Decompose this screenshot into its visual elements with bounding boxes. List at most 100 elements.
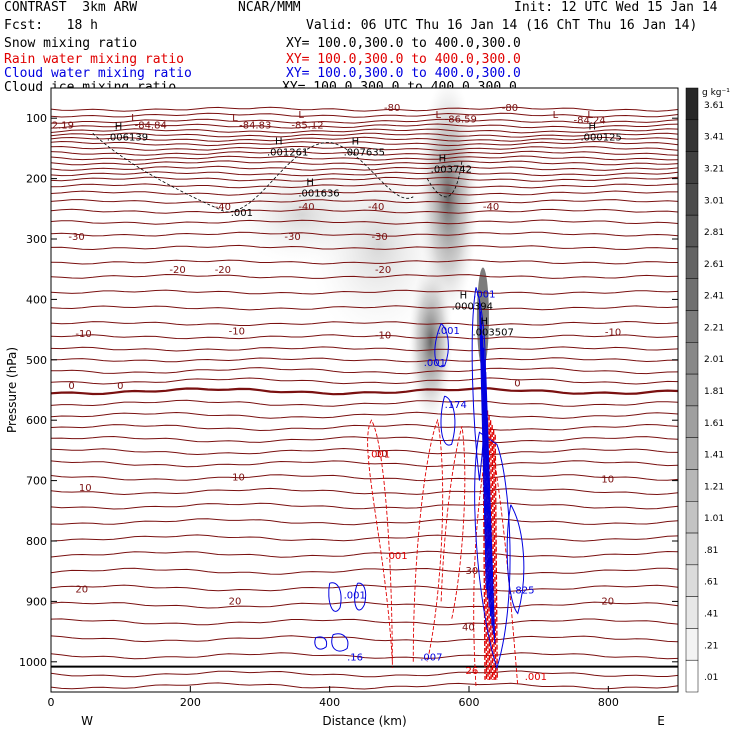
isotherm-label: 20: [229, 596, 242, 607]
isotherm-line: [51, 652, 678, 660]
rain-contour: [367, 419, 393, 668]
colorbar-level-label: 2.41: [704, 292, 724, 302]
y-tick-label: 700: [26, 475, 47, 488]
center-label: NCAR/MMM: [238, 0, 301, 15]
rain-core-line: [482, 396, 486, 680]
isotherm-label: -40: [483, 202, 499, 213]
max-value-label: .000394: [452, 302, 493, 313]
isotherm-line: [51, 171, 678, 177]
isotherm-line: [51, 273, 678, 279]
rain-core-line: [491, 425, 495, 680]
min-marker-l: L: [298, 110, 304, 121]
isotherm-line: [51, 244, 678, 251]
cloud-water-core-line: [480, 323, 490, 608]
colorbar-swatch: [685, 564, 699, 597]
isotherm-label: -30: [68, 232, 84, 243]
valid-time: Valid: 06 UTC Thu 16 Jan 14 (16 ChT Thu …: [306, 18, 698, 33]
rain-contour: [473, 432, 519, 686]
colorbar-level-label: 1.21: [704, 482, 724, 492]
cloud-water-core-line: [478, 299, 487, 590]
colorbar-swatch: [685, 87, 699, 121]
isotherm-label: -10: [229, 326, 245, 337]
cloud-water-label: .825: [512, 586, 534, 597]
isotherm-line: [51, 367, 678, 375]
max-marker-h: H: [275, 137, 283, 148]
y-tick-label: 100: [26, 112, 47, 125]
colorbar-swatch: [685, 596, 699, 629]
isotherm-line: [51, 387, 678, 396]
colorbar-level-label: 1.61: [704, 419, 724, 429]
isotherm-line: [51, 112, 678, 118]
min-marker-l: L: [553, 110, 559, 121]
isotherm-label: 0: [68, 381, 74, 392]
cloud-water-label: .001: [424, 358, 446, 369]
rain-label: .001: [368, 450, 390, 461]
isotherm-line: [51, 123, 678, 129]
snow-plume-far-west: [231, 164, 372, 265]
max-marker-h: H: [115, 122, 123, 133]
isotherm-line: [51, 140, 678, 147]
legend-snow-label: Snow mixing ratio: [4, 36, 138, 51]
max-value-label: .007635: [344, 148, 385, 159]
forecast-hour: Fcst: 18 h: [4, 18, 98, 33]
colorbar-level-label: 3.01: [704, 196, 724, 206]
isotherm-label: -20: [375, 265, 391, 276]
isotherm-label: 0: [514, 378, 520, 389]
x-tick-label: 800: [598, 696, 619, 709]
isotherm-label: -20: [169, 265, 185, 276]
colorbar-level-label: 3.41: [704, 133, 724, 143]
colorbar-swatch: [685, 659, 699, 693]
isotherm-label: -86.59: [445, 114, 477, 125]
x-tick-label: 600: [459, 696, 480, 709]
isotherm-line: [51, 305, 678, 311]
colorbar-level-label: 1.01: [704, 514, 724, 524]
isotherm-label: -40: [298, 202, 314, 213]
min-marker-l: L: [131, 113, 137, 124]
isotherm-line: [51, 136, 678, 142]
rain-core-line: [488, 415, 492, 680]
y-tick-label: 400: [26, 293, 47, 306]
legend-cloudwater-xy: XY= 100.0,300.0 to 400.0,300.0: [286, 66, 521, 81]
y-axis-label: Pressure (hPa): [5, 347, 19, 433]
colorbar-level-label: 1.81: [704, 387, 724, 397]
max-marker-h: H: [480, 317, 488, 328]
isotherm-line: [51, 231, 678, 237]
y-tick-label: 200: [26, 173, 47, 186]
isotherm-line: [51, 357, 678, 363]
isotherm-line: [51, 435, 678, 444]
colorbar-swatch: [685, 373, 699, 407]
colorbar-swatch: [685, 342, 699, 375]
cloud-water-contour: [328, 582, 342, 612]
colorbar-swatch: [685, 405, 699, 438]
isotherm-line: [51, 487, 678, 496]
isotherm-label: 10: [601, 474, 614, 485]
colorbar-swatch: [685, 501, 699, 534]
colorbar-swatch: [685, 310, 699, 343]
legend-rain-xy: XY= 100.0,300.0 to 400.0,300.0: [286, 52, 521, 67]
cloud-water-label: .001: [473, 290, 495, 301]
x-tick-label: 200: [180, 696, 201, 709]
colorbar-swatch: [685, 469, 699, 502]
cloud-water-core-line: [484, 359, 494, 635]
rain-core-line: [494, 434, 498, 680]
max-value-label: .001636: [298, 189, 339, 200]
plot-frame-border: [50, 87, 679, 693]
isotherm-label: 2.19: [52, 120, 74, 131]
y-tick-label: 500: [26, 354, 47, 367]
isotherm-line: [51, 183, 678, 189]
isotherm-line: [51, 502, 678, 510]
isotherm-label: 10: [232, 473, 245, 484]
isotherm-label: -80: [384, 103, 400, 114]
isotherm-label: -30: [371, 232, 387, 243]
isotherm-line: [51, 150, 678, 156]
rain-contour: [440, 426, 466, 620]
cloud-water-contour: [331, 633, 349, 652]
min-marker-l: L: [232, 113, 238, 124]
isotherm-label: -10: [375, 331, 391, 342]
colorbar-swatch: [685, 278, 699, 311]
isotherm-line: [51, 567, 678, 575]
isotherm-label: -84.83: [239, 120, 271, 131]
x-tick-label: 0: [48, 696, 55, 709]
rain-label: 26: [466, 666, 479, 677]
